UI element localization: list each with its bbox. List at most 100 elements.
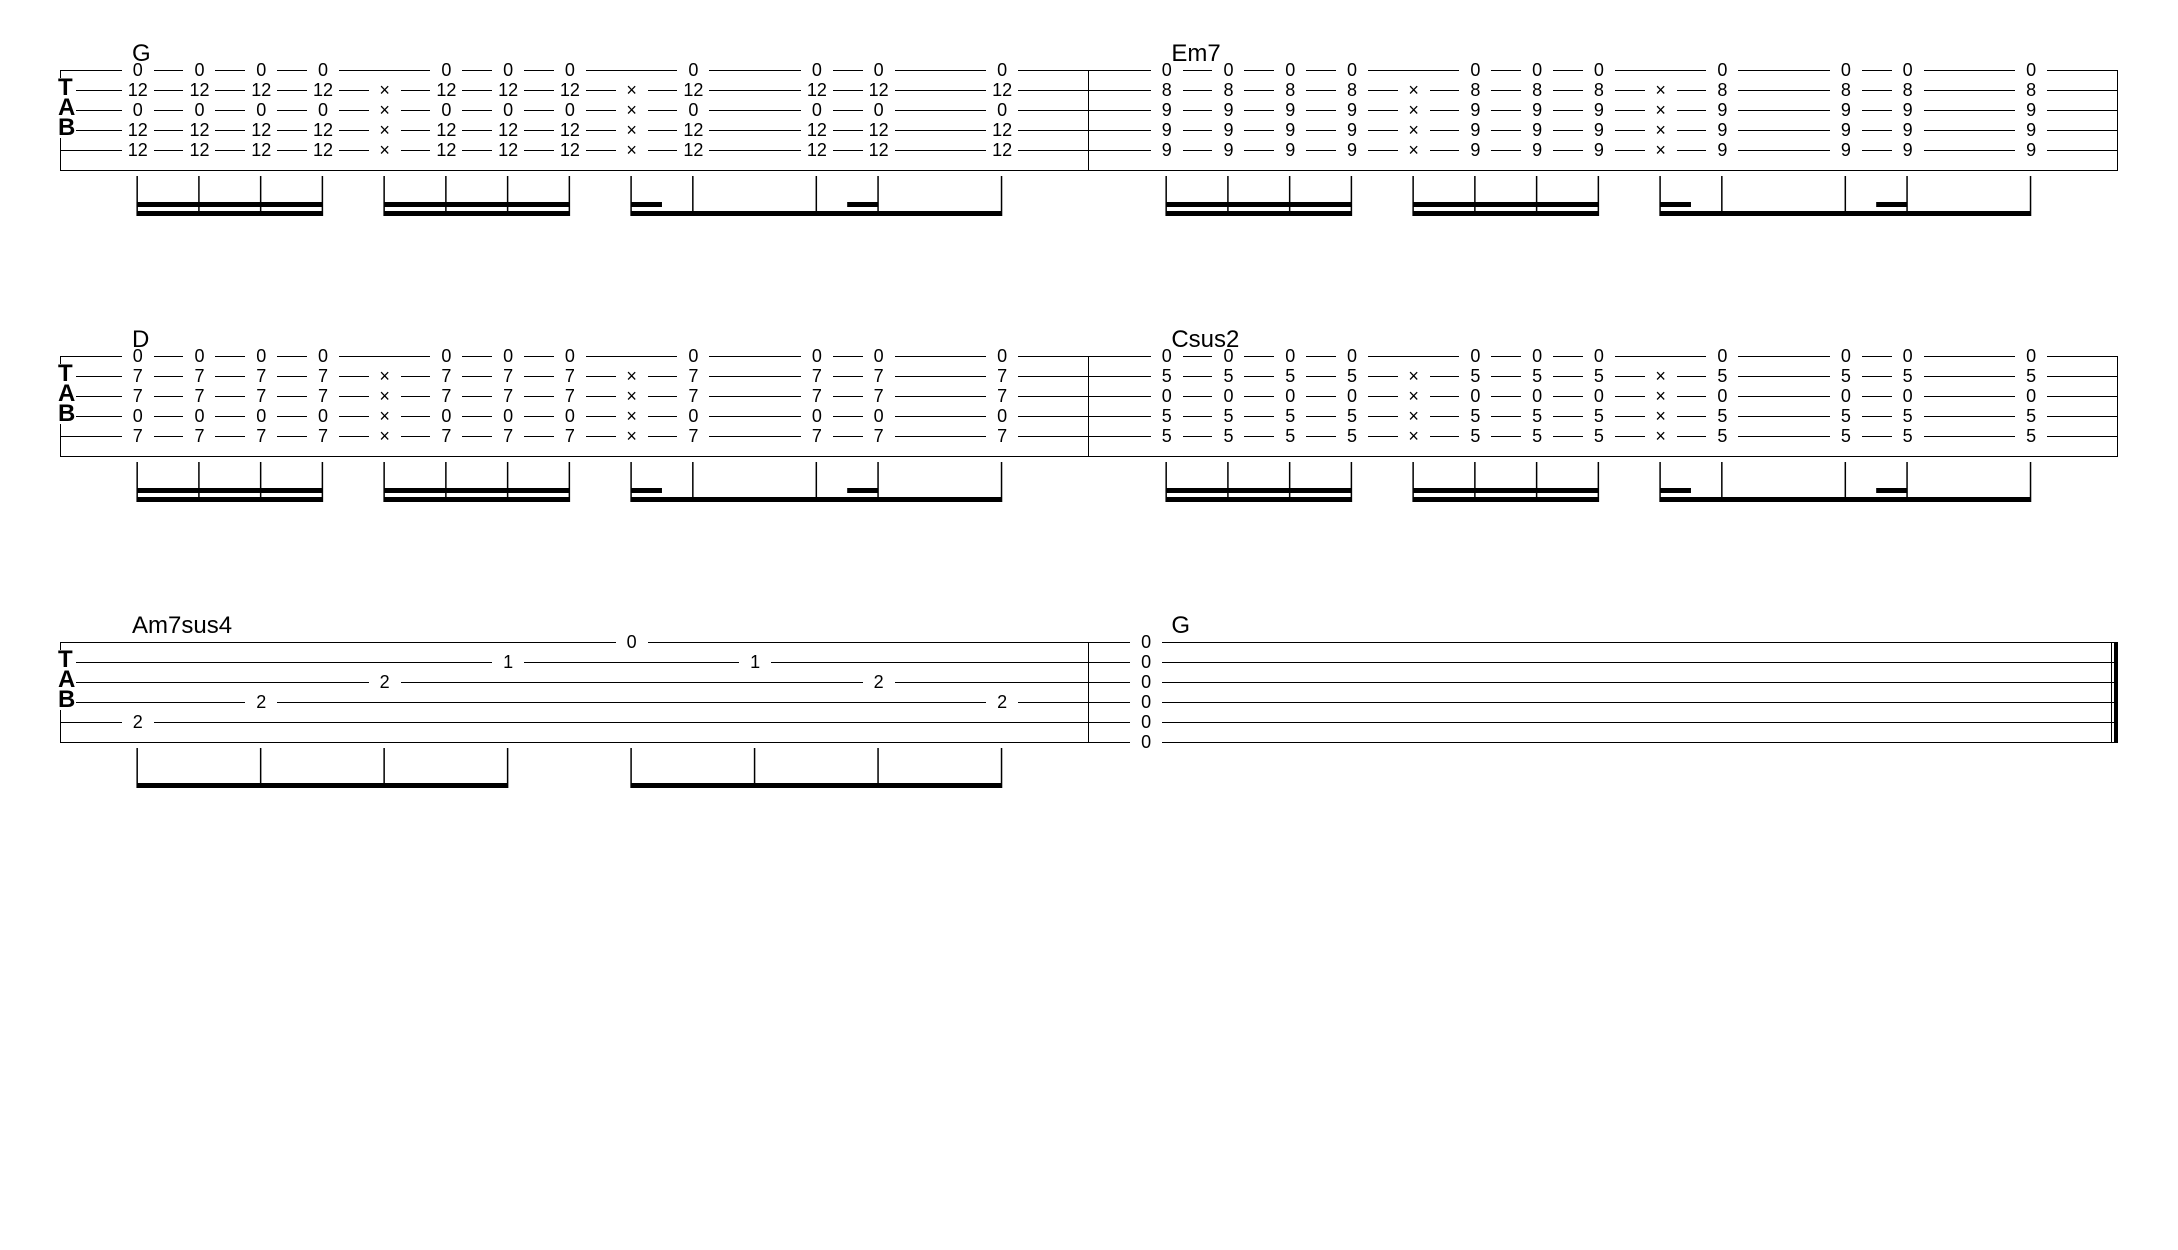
fret-number: 5 [1521, 407, 1553, 425]
fret-number: 0 [677, 407, 709, 425]
fret-number: 5 [2015, 407, 2047, 425]
fret-number: 0 [1274, 387, 1306, 405]
fret-number: 0 [677, 101, 709, 119]
fret-number: 0 [1892, 61, 1924, 79]
fret-number: 9 [1336, 101, 1368, 119]
fret-number: 7 [122, 387, 154, 405]
fret-number: 7 [986, 427, 1018, 445]
fret-number: 9 [1274, 101, 1306, 119]
fret-number: 9 [1706, 101, 1738, 119]
fret-number: 0 [183, 347, 215, 365]
fret-number: 7 [430, 367, 462, 385]
measure-beams [1089, 462, 2118, 522]
fret-number: 0 [307, 61, 339, 79]
fret-number: 9 [1459, 101, 1491, 119]
string-line [60, 456, 1089, 457]
fret-number: 0 [2015, 61, 2047, 79]
fret-number: 0 [1706, 61, 1738, 79]
mute-mark: × [1645, 367, 1677, 385]
fret-number: 7 [863, 387, 895, 405]
fret-number: 0 [801, 407, 833, 425]
fret-number: 8 [1521, 81, 1553, 99]
beam-svg [60, 462, 1089, 522]
fret-number: 9 [1521, 141, 1553, 159]
fret-number: 8 [1583, 81, 1615, 99]
fret-number: 8 [1706, 81, 1738, 99]
string-line [1089, 682, 2118, 683]
fret-number: 9 [1459, 141, 1491, 159]
fret-number: 7 [122, 427, 154, 445]
fret-number: 12 [430, 141, 462, 159]
fret-number: 9 [1212, 121, 1244, 139]
tab-staff: TAB01201212012012120120121201201212××××0… [60, 70, 2118, 170]
measure: 01201212012012120120121201201212××××0120… [60, 70, 1089, 170]
fret-number: 12 [492, 121, 524, 139]
fret-number: 5 [2015, 367, 2047, 385]
fret-number: 7 [554, 427, 586, 445]
fret-number: 0 [245, 101, 277, 119]
fret-number: 8 [1274, 81, 1306, 99]
measure: 22210122 [60, 642, 1089, 742]
fret-number: 0 [430, 347, 462, 365]
tab-clef: TAB [56, 650, 76, 710]
fret-number: 5 [1521, 367, 1553, 385]
chord-label-row: Am7sus4G [60, 612, 2118, 642]
fret-number: 8 [1830, 81, 1862, 99]
fret-number: 0 [1830, 347, 1862, 365]
fret-number: 5 [1151, 407, 1183, 425]
fret-number: 0 [1151, 61, 1183, 79]
fret-number: 5 [1521, 427, 1553, 445]
fret-number: 12 [863, 81, 895, 99]
fret-number: 0 [1212, 61, 1244, 79]
tab-clef-letter: B [58, 118, 74, 138]
fret-number: 5 [1706, 407, 1738, 425]
fret-number: 2 [369, 673, 401, 691]
mute-mark: × [1398, 387, 1430, 405]
fret-number: 5 [1892, 427, 1924, 445]
fret-number: 9 [1830, 101, 1862, 119]
fret-number: 7 [492, 387, 524, 405]
fret-number: 7 [554, 367, 586, 385]
mute-mark: × [1645, 407, 1677, 425]
beam-svg [1089, 748, 2118, 808]
measure-beams [60, 748, 1089, 808]
fret-number: 0 [1274, 61, 1306, 79]
fret-number: 12 [492, 141, 524, 159]
mute-mark: × [1398, 121, 1430, 139]
mute-mark: × [1645, 121, 1677, 139]
mute-mark: × [1398, 101, 1430, 119]
fret-number: 12 [245, 81, 277, 99]
fret-number: 5 [1336, 367, 1368, 385]
fret-number: 9 [1151, 141, 1183, 159]
mute-mark: × [1645, 101, 1677, 119]
fret-number: 0 [1130, 713, 1162, 731]
mute-mark: × [1645, 387, 1677, 405]
fret-number: 5 [1151, 427, 1183, 445]
fret-number: 9 [1583, 121, 1615, 139]
fret-number: 12 [986, 81, 1018, 99]
fret-number: 2 [245, 693, 277, 711]
fret-number: 7 [801, 427, 833, 445]
mute-mark: × [616, 427, 648, 445]
string-line [1089, 642, 2118, 643]
tab-system: DCsus2TAB07707077070770707707××××0770707… [60, 326, 2118, 522]
fret-number: 5 [1892, 367, 1924, 385]
fret-number: 7 [554, 387, 586, 405]
fret-number: 7 [307, 367, 339, 385]
beam-row [60, 748, 2118, 808]
fret-number: 7 [245, 387, 277, 405]
fret-number: 0 [492, 61, 524, 79]
fret-number: 0 [801, 347, 833, 365]
measure-beams [1089, 748, 2118, 808]
tab-staff: TAB07707077070770707707××××0770707707077… [60, 356, 2118, 456]
fret-number: 7 [677, 367, 709, 385]
fret-number: 9 [2015, 101, 2047, 119]
string-line [1089, 456, 2118, 457]
fret-number: 0 [1459, 61, 1491, 79]
mute-mark: × [1645, 427, 1677, 445]
fret-number: 0 [1583, 347, 1615, 365]
fret-number: 5 [1830, 367, 1862, 385]
fret-number: 2 [122, 713, 154, 731]
fret-number: 7 [492, 427, 524, 445]
fret-number: 0 [430, 407, 462, 425]
